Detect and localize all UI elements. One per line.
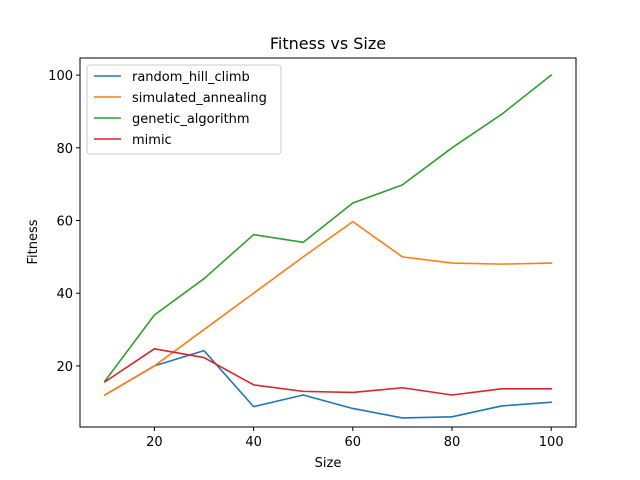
series-line-simulated_annealing [103,220,553,397]
series-line-mimic [103,348,553,396]
y-axis-label: Fitness [26,219,41,264]
legend-box [86,64,282,155]
y-tick-label: 100 [48,69,73,84]
axes-frame [79,57,577,428]
y-axis: 20 40 60 80 100 [48,69,80,375]
x-tick-label: 100 [539,435,564,450]
x-tick-label: 40 [245,435,262,450]
series-line-random_hill_climb [103,349,553,419]
plot-area [103,73,553,419]
series-line-genetic_algorithm [103,73,553,383]
legend-label-mimic: mimic [132,133,172,148]
x-axis: 20 40 60 80 100 [146,427,564,450]
y-tick-label: 60 [56,215,73,230]
legend-label-genetic_algorithm: genetic_algorithm [132,112,250,127]
y-tick-label: 40 [56,287,73,302]
legend-label-simulated_annealing: simulated_annealing [132,91,267,106]
legend-label-random_hill_climb: random_hill_climb [132,70,250,85]
y-tick-label: 80 [56,142,73,157]
x-tick-label: 80 [444,435,461,450]
x-tick-label: 60 [345,435,362,450]
y-tick-label: 20 [56,360,73,375]
legend: random_hill_climb simulated_annealinggene… [86,64,282,155]
x-axis-label: Size [315,456,342,471]
x-tick-label: 20 [146,435,163,450]
chart-title: Fitness vs Size [270,34,386,53]
